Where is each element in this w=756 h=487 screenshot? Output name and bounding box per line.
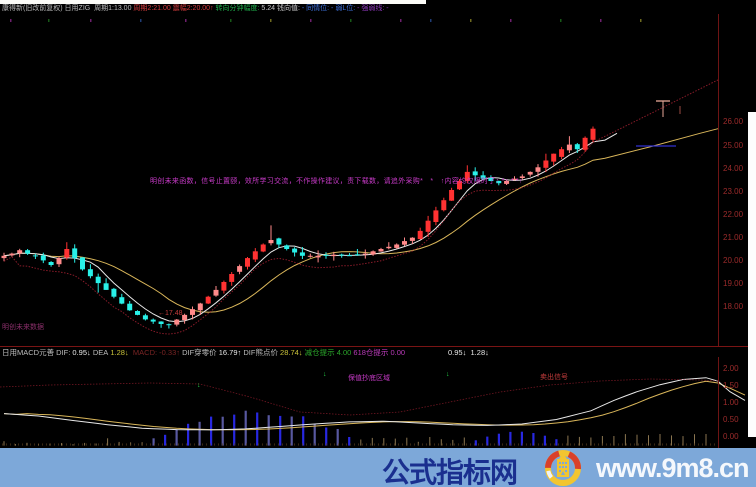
svg-text:↓: ↓: [446, 371, 450, 378]
svg-text:卖出信号: 卖出信号: [540, 372, 568, 381]
svg-text:↓: ↓: [197, 382, 201, 389]
svg-text:保值抄底区域: 保值抄底区域: [348, 373, 390, 382]
svg-text:↓: ↓: [323, 371, 327, 378]
